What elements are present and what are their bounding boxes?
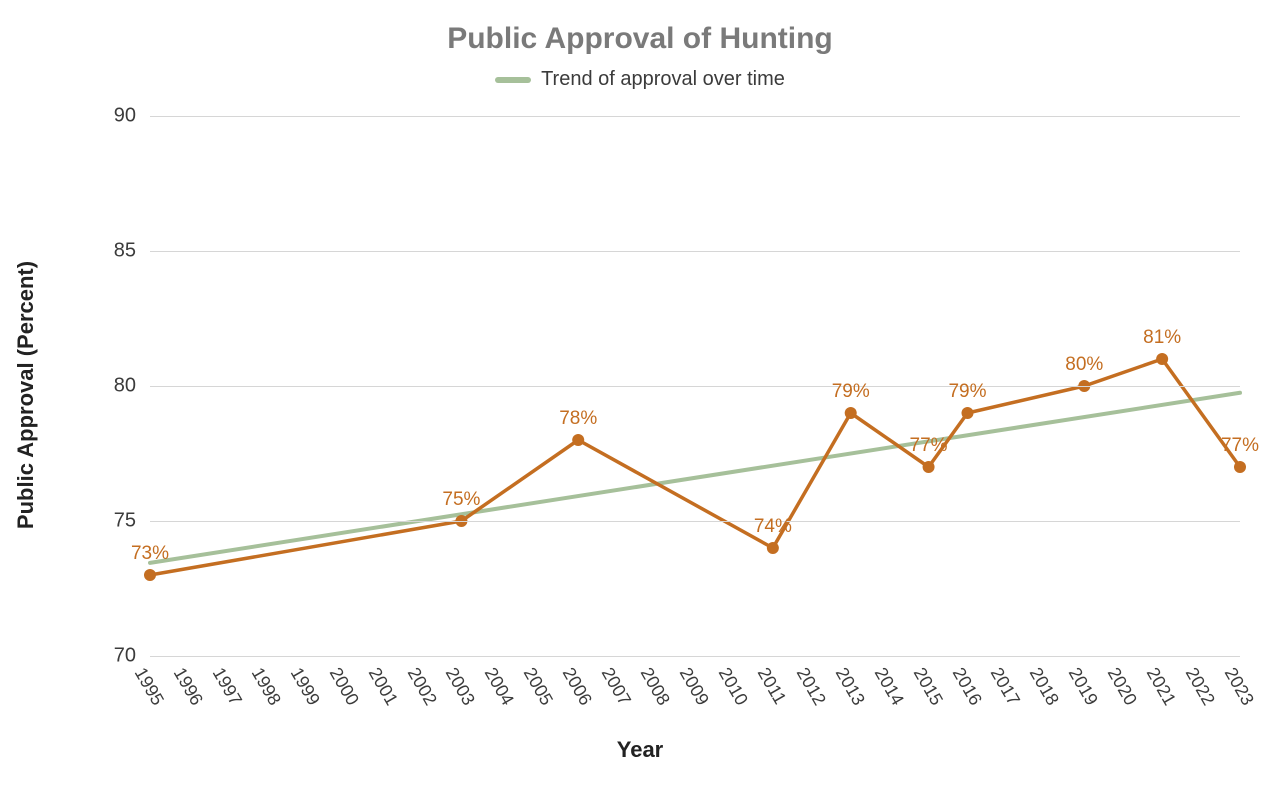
data-label: 79% bbox=[948, 381, 986, 403]
data-label: 75% bbox=[442, 489, 480, 511]
data-label: 74% bbox=[754, 516, 792, 538]
x-tick-label: 2023 bbox=[1220, 664, 1258, 709]
x-tick-label: 2004 bbox=[480, 664, 518, 709]
x-tick-label: 2007 bbox=[597, 664, 635, 709]
y-gridline bbox=[150, 386, 1240, 387]
y-tick-label: 80 bbox=[114, 375, 150, 398]
y-gridline bbox=[150, 521, 1240, 522]
x-tick-label: 2020 bbox=[1103, 664, 1141, 709]
x-tick-label: 2000 bbox=[324, 664, 362, 709]
x-tick-label: 2011 bbox=[753, 664, 791, 708]
data-label: 80% bbox=[1065, 354, 1103, 376]
x-tick-label: 1999 bbox=[286, 664, 324, 709]
y-gridline bbox=[150, 116, 1240, 117]
x-tick-label: 2017 bbox=[986, 664, 1024, 709]
y-tick-label: 85 bbox=[114, 240, 150, 263]
x-tick-label: 1998 bbox=[247, 664, 285, 709]
x-tick-label: 2014 bbox=[869, 664, 907, 709]
x-tick-label: 2013 bbox=[831, 664, 869, 709]
x-tick-label: 1996 bbox=[169, 664, 207, 709]
data-marker bbox=[923, 461, 935, 473]
x-tick-label: 2021 bbox=[1142, 664, 1180, 709]
data-marker bbox=[1234, 461, 1246, 473]
legend-label: Trend of approval over time bbox=[541, 68, 785, 90]
y-tick-label: 75 bbox=[114, 510, 150, 533]
x-tick-label: 1995 bbox=[130, 664, 168, 709]
y-tick-label: 70 bbox=[114, 645, 150, 668]
chart-container: Public Approval of Hunting Trend of appr… bbox=[0, 0, 1280, 789]
data-line bbox=[150, 359, 1240, 575]
x-tick-label: 2001 bbox=[363, 664, 401, 709]
x-tick-label: 2008 bbox=[636, 664, 674, 709]
chart-title: Public Approval of Hunting bbox=[0, 22, 1280, 56]
x-tick-label: 2006 bbox=[558, 664, 596, 709]
y-tick-label: 90 bbox=[114, 105, 150, 128]
x-tick-label: 2010 bbox=[714, 664, 752, 709]
data-label: 73% bbox=[131, 543, 169, 565]
y-gridline bbox=[150, 251, 1240, 252]
data-label: 77% bbox=[1221, 435, 1259, 457]
plot-area: 7075808590199519961997199819992000200120… bbox=[150, 116, 1240, 656]
x-axis-title: Year bbox=[0, 737, 1280, 763]
x-tick-label: 2005 bbox=[519, 664, 557, 709]
legend-swatch bbox=[495, 77, 531, 83]
y-axis-title: Public Approval (Percent) bbox=[13, 260, 39, 528]
x-tick-label: 1997 bbox=[208, 664, 246, 709]
chart-legend: Trend of approval over time bbox=[0, 68, 1280, 91]
data-marker bbox=[845, 407, 857, 419]
y-gridline bbox=[150, 656, 1240, 657]
data-marker bbox=[962, 407, 974, 419]
data-marker bbox=[572, 434, 584, 446]
x-tick-label: 2003 bbox=[441, 664, 479, 709]
x-tick-label: 2012 bbox=[792, 664, 830, 709]
data-marker bbox=[144, 569, 156, 581]
x-tick-label: 2002 bbox=[402, 664, 440, 709]
x-tick-label: 2015 bbox=[908, 664, 946, 709]
x-tick-label: 2009 bbox=[675, 664, 713, 709]
data-marker bbox=[767, 542, 779, 554]
data-marker bbox=[1156, 353, 1168, 365]
data-label: 77% bbox=[910, 435, 948, 457]
data-label: 79% bbox=[832, 381, 870, 403]
x-tick-label: 2016 bbox=[947, 664, 985, 709]
x-tick-label: 2022 bbox=[1181, 664, 1219, 709]
data-label: 81% bbox=[1143, 327, 1181, 349]
x-tick-label: 2018 bbox=[1025, 664, 1063, 709]
data-label: 78% bbox=[559, 408, 597, 430]
trendline bbox=[150, 393, 1240, 563]
x-tick-label: 2019 bbox=[1064, 664, 1102, 709]
